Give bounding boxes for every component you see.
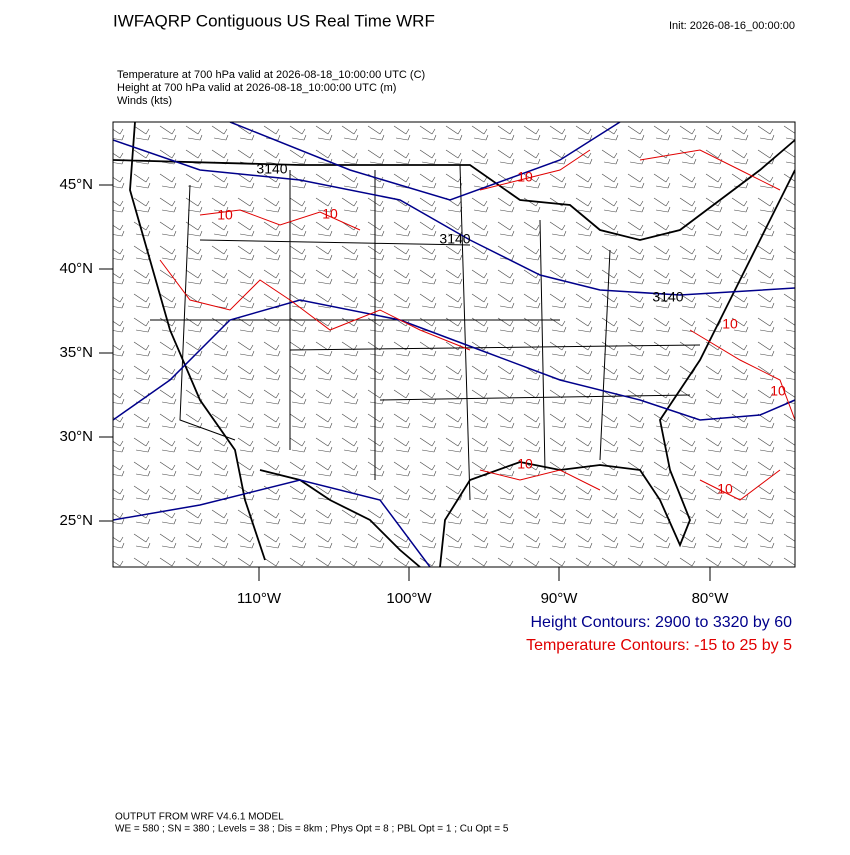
height-contours (113, 122, 795, 567)
lat-label: 45°N (59, 176, 93, 193)
height-legend: Height Contours: 2900 to 3320 by 60 (530, 614, 792, 631)
field-label: Temperature at 700 hPa valid at 2026-08-… (117, 69, 425, 81)
contour-label: 10 (717, 481, 733, 497)
field-label: Height at 700 hPa valid at 2026-08-18_10… (117, 82, 396, 94)
lon-label: 80°W (692, 590, 730, 607)
wind-barbs (113, 122, 795, 567)
contour-label: 10 (517, 456, 533, 472)
temperature-contours (159, 149, 795, 501)
footer-settings: WE = 580 ; SN = 380 ; Levels = 38 ; Dis … (115, 824, 509, 835)
title: IWFAQRP Contiguous US Real Time WRF (113, 11, 435, 30)
footer-model: OUTPUT FROM WRF V4.6.1 MODEL (115, 812, 284, 823)
map: 3140 3140 3140 10 10 10 10 10 10 10 (113, 122, 795, 567)
lat-ticks (99, 184, 113, 522)
lon-label: 90°W (541, 590, 579, 607)
lon-label: 100°W (386, 590, 432, 607)
contour-label: 10 (517, 169, 533, 185)
lat-label: 35°N (59, 344, 93, 361)
lon-ticks (258, 567, 711, 581)
lon-label: 110°W (237, 590, 282, 607)
lat-label: 30°N (59, 428, 93, 445)
contour-label: 10 (217, 207, 233, 223)
field-label: Winds (kts) (117, 95, 172, 107)
map-frame (112, 121, 796, 568)
lat-label: 40°N (59, 260, 93, 277)
contour-label: 10 (722, 316, 738, 332)
contour-label: 3140 (652, 289, 683, 305)
contour-label: 3140 (256, 161, 287, 177)
contour-label: 10 (770, 383, 786, 399)
lat-label: 25°N (59, 512, 93, 529)
init-time: Init: 2026-08-16_00:00:00 (669, 20, 795, 32)
temperature-labels: 10 10 10 10 10 10 10 (217, 169, 786, 497)
height-labels: 3140 3140 3140 (256, 161, 683, 305)
contour-label: 10 (322, 206, 338, 222)
temperature-legend: Temperature Contours: -15 to 25 by 5 (526, 637, 792, 654)
contour-label: 3140 (439, 231, 470, 247)
